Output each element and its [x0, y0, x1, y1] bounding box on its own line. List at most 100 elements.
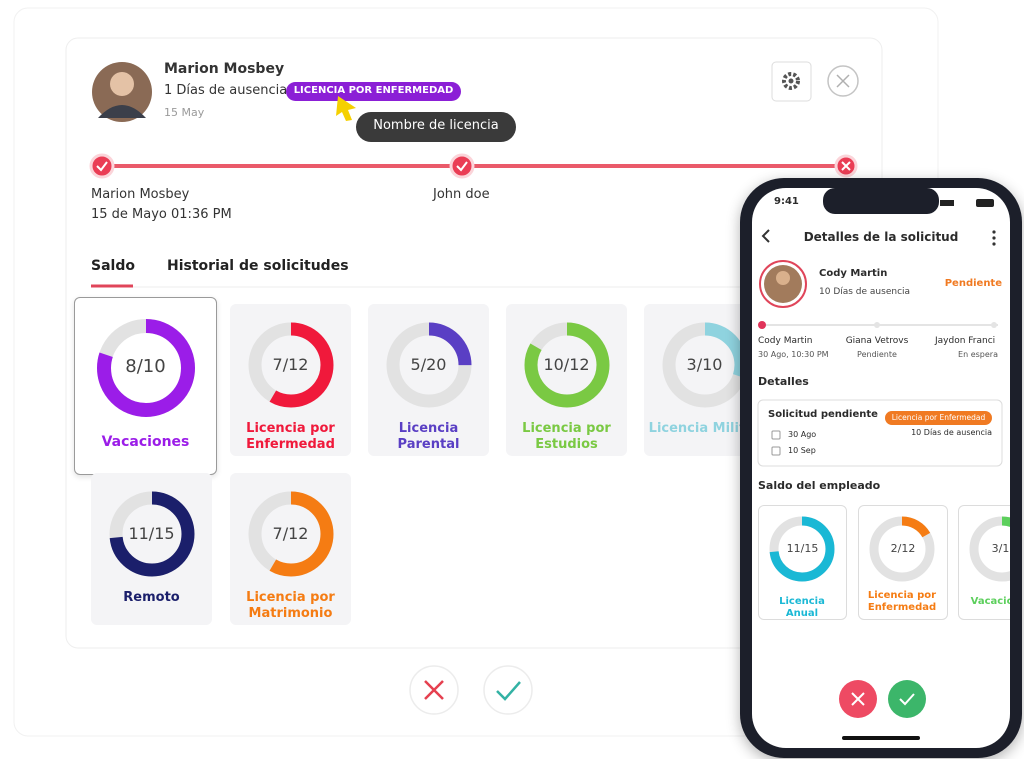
balance-name: Licencia por Enfermedad — [867, 590, 937, 613]
donut-value: 11/15 — [128, 523, 175, 543]
donut-arc — [248, 491, 333, 577]
tab[interactable]: Historial de solicitudes — [167, 258, 349, 274]
tooltip: Nombre de licencia — [373, 118, 499, 133]
card-absence: 10 Días de ausencia — [911, 428, 992, 437]
check-icon — [96, 161, 108, 172]
donut-value: 7/12 — [272, 354, 309, 374]
donut-arc — [969, 516, 1010, 582]
donut — [386, 322, 471, 408]
balance-name: Licencia Parental — [397, 421, 460, 452]
balance-name: Licencia Anual — [779, 596, 825, 619]
tooltip-bg — [356, 112, 516, 142]
badge-bg — [885, 411, 992, 425]
donut-value: 3/10 — [686, 354, 723, 374]
step-note: 30 Ago, 10:30 PM — [758, 350, 829, 359]
balance-card[interactable]: 10/12 Licencia por Estudios — [506, 304, 627, 456]
status: Pendiente — [944, 278, 1002, 289]
leave-badge: LICENCIA POR ENFERMEDAD — [293, 85, 454, 96]
balance-name: Licencia por Enfermedad — [246, 421, 335, 452]
step-date: 15 de Mayo 01:36 PM — [91, 207, 232, 222]
balance-card[interactable]: 8/10 Vacaciones — [74, 297, 217, 475]
balance-card[interactable]: 5/20 Licencia Parental — [368, 304, 489, 456]
request-date: 15 May — [164, 106, 205, 119]
calendar-icon — [771, 446, 781, 456]
donut — [769, 516, 835, 582]
balance-name: Vacaciones — [101, 434, 190, 450]
x-icon — [841, 161, 851, 171]
tab[interactable]: Saldo — [91, 258, 135, 274]
donut-value: 7/12 — [272, 523, 309, 543]
timeline-step — [449, 153, 475, 179]
step-note: En espera — [958, 350, 998, 359]
step-name: Marion Mosbey — [91, 187, 190, 202]
donut-value: 5/20 — [410, 354, 447, 374]
end-date: 10 Sep — [788, 446, 816, 455]
balance-card: 3/10 Vacaciones — [958, 505, 1010, 620]
phone-screen: 9:41 Detalles de la solicitud Cody Marti… — [752, 188, 1010, 748]
step-name: Giana Vetrovs — [845, 336, 909, 346]
balance-card: 11/15 Licencia Anual — [758, 505, 847, 620]
menu-dot — [992, 230, 996, 234]
phone: 9:41 Detalles de la solicitud Cody Marti… — [740, 178, 1022, 758]
donut — [248, 322, 333, 408]
signal-icon — [940, 200, 954, 206]
donut-value: 11/15 — [786, 541, 819, 555]
timeline-step — [991, 322, 997, 328]
balance-name: Licencia Militar — [648, 421, 761, 436]
gear-icon — [782, 72, 800, 90]
donut — [969, 516, 1010, 582]
absence-days: 10 Días de ausencia — [819, 287, 911, 297]
reject-icon — [851, 692, 865, 706]
close-icon — [836, 74, 850, 88]
donut-value: 8/10 — [125, 356, 166, 378]
start-date: 30 Ago — [788, 430, 817, 439]
cursor — [336, 96, 356, 121]
donut — [96, 319, 195, 417]
phone-background — [757, 188, 1003, 740]
check-icon — [456, 161, 468, 172]
balance-card[interactable]: 7/12 Licencia por Matrimonio — [230, 473, 351, 625]
menu-dot — [992, 242, 996, 246]
screen-title: Detalles de la solicitud — [803, 230, 959, 244]
gear-center — [788, 78, 794, 84]
employee-name: Cody Martin — [819, 268, 888, 279]
balance-name: Licencia por Matrimonio — [246, 590, 335, 621]
balance-card[interactable]: 7/12 Licencia por Enfermedad — [230, 304, 351, 456]
balance-card[interactable]: 11/15 Remoto — [91, 473, 212, 625]
donut — [524, 322, 609, 408]
donut — [248, 491, 333, 577]
approve-icon — [899, 693, 915, 706]
donut-arc — [869, 516, 935, 582]
timeline-step — [758, 321, 766, 329]
employee-name: Marion Mosbey — [164, 61, 285, 77]
donut-arc — [96, 319, 195, 417]
back-icon[interactable] — [761, 229, 770, 243]
approve-button[interactable] — [483, 665, 533, 715]
notch — [823, 188, 939, 214]
donut-arc — [769, 516, 835, 582]
donut — [109, 491, 194, 577]
section-heading: Saldo del empleado — [758, 479, 881, 492]
leave-badge: Licencia por Enfermedad — [891, 413, 986, 422]
balance-name: Remoto — [123, 590, 180, 605]
home-indicator — [842, 736, 920, 740]
absence-days: 1 Días de ausencia — [164, 83, 288, 98]
approve-icon — [496, 681, 521, 701]
step-name: Jaydon Franci — [935, 336, 996, 346]
donut-value: 3/10 — [991, 541, 1010, 555]
avatar-body — [98, 105, 146, 118]
leave-badge-bg — [286, 82, 461, 101]
donut — [869, 516, 935, 582]
step-name: John doe — [433, 187, 490, 202]
donut-value: 10/12 — [543, 354, 590, 374]
approve-button[interactable] — [888, 680, 926, 718]
section-heading: Detalles — [758, 375, 809, 388]
step-note: Pendiente — [857, 350, 897, 359]
menu-dot — [992, 236, 996, 240]
step-name: Cody Martin — [758, 336, 813, 346]
timeline-step — [89, 153, 115, 179]
donut-arc — [524, 322, 609, 408]
donut-arc — [386, 322, 471, 408]
donut-arc — [248, 322, 333, 408]
